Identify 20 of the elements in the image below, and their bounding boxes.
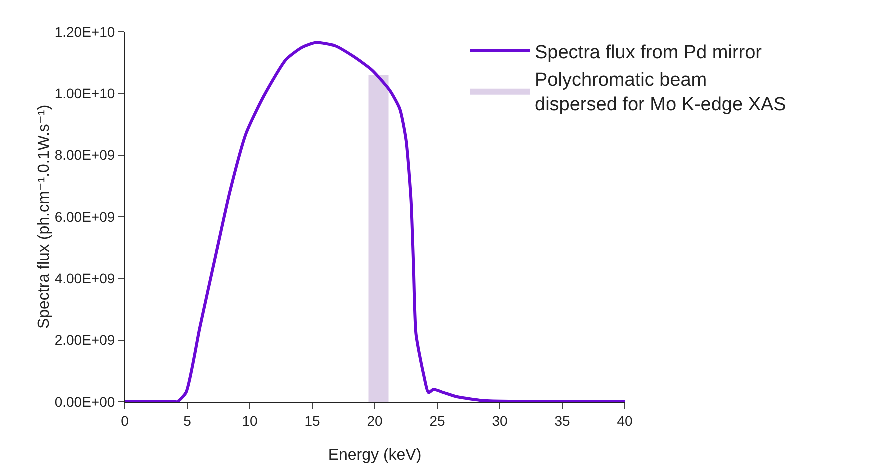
y-axis-title: Spectra flux (ph.cm⁻¹.0.1W.s⁻¹) [36,104,53,330]
y-tick-label: 2.00E+09 [54,332,116,348]
x-tick-label: 15 [304,412,320,429]
legend-label: Polychromatic beam dispersed for Mo K-edge XAS [535,70,786,116]
x-tick-label: 0 [121,412,130,429]
y-tick-label: 1.20E+10 [54,24,116,40]
x-tick-label: 10 [242,412,258,429]
x-tick-label: 25 [430,412,446,429]
legend-label: Spectra flux from Pd mirror [535,42,763,64]
y-tick-label: 0.00E+00 [54,394,116,410]
y-tick-label: 8.00E+09 [54,147,116,164]
x-tick-label: 5 [184,412,192,429]
x-tick-label: 40 [617,412,633,429]
x-axis-title: Energy (keV) [328,447,422,464]
x-tick-label: 30 [492,412,508,429]
y-tick-label: 6.00E+09 [54,208,116,225]
y-tick-label: 1.00E+10 [54,86,116,102]
x-tick-label: 35 [554,412,570,429]
x-tick-label: 20 [367,412,383,429]
y-tick-label: 4.00E+09 [54,270,116,287]
